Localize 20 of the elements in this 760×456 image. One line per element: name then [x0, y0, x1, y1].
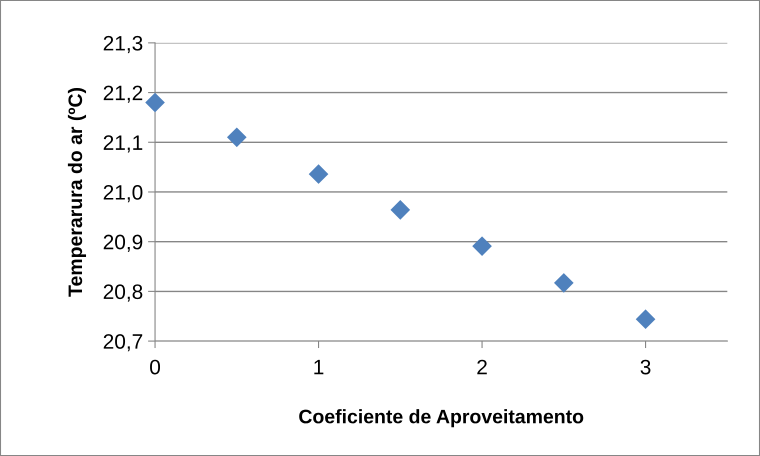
- point: [309, 164, 328, 184]
- point: [390, 200, 410, 220]
- point: [472, 236, 492, 256]
- x-axis-title: Coeficiente de Aproveitamento: [299, 409, 584, 428]
- point: [554, 273, 574, 292]
- point: [146, 92, 165, 112]
- y-tick-label: 20,7: [104, 334, 142, 352]
- y-tick-label: 20,8: [104, 284, 142, 302]
- y-tick-label: 21,3: [104, 36, 142, 54]
- y-tick-label: 21,0: [104, 184, 142, 202]
- y-tick-label: 20,9: [104, 234, 142, 252]
- x-tick-label: 1: [314, 360, 324, 374]
- y-tick-label: 21,2: [104, 86, 142, 103]
- point: [227, 128, 246, 147]
- y-tick-label: 21,1: [104, 135, 142, 152]
- x-tick-label: 2: [477, 360, 487, 374]
- x-tick-label: 0: [150, 360, 160, 374]
- point: [636, 310, 656, 329]
- x-tick-label: 3: [640, 360, 650, 374]
- y-axis-title: Temperarura do ar (ºC): [68, 88, 86, 297]
